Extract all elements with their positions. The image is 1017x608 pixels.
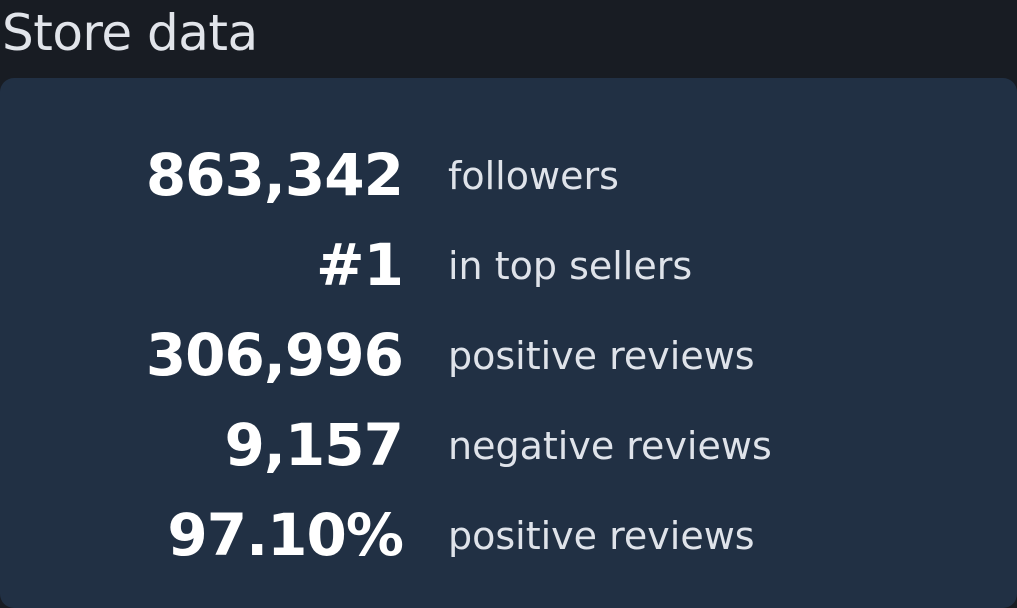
top-sellers-label: in top sellers xyxy=(448,244,693,288)
section-title: Store data xyxy=(2,4,258,62)
followers-count: 863,342 xyxy=(145,141,404,209)
positive-reviews-percent: 97.10% xyxy=(167,501,404,569)
positive-percent-label: positive reviews xyxy=(448,514,755,558)
positive-reviews-label: positive reviews xyxy=(448,334,755,378)
followers-label: followers xyxy=(448,154,619,198)
stat-row-negative-reviews: 9,157 negative reviews xyxy=(0,402,1017,492)
top-sellers-rank: #1 xyxy=(316,231,404,299)
negative-reviews-count: 9,157 xyxy=(224,411,404,479)
negative-reviews-label: negative reviews xyxy=(448,424,772,468)
stat-row-positive-percent: 97.10% positive reviews xyxy=(0,492,1017,582)
stat-row-positive-reviews: 306,996 positive reviews xyxy=(0,312,1017,402)
stat-row-top-sellers: #1 in top sellers xyxy=(0,222,1017,312)
store-data-panel: 863,342 followers #1 in top sellers 306,… xyxy=(0,78,1017,608)
stat-row-followers: 863,342 followers xyxy=(0,132,1017,222)
positive-reviews-count: 306,996 xyxy=(145,321,404,389)
stats-list: 863,342 followers #1 in top sellers 306,… xyxy=(0,132,1017,582)
